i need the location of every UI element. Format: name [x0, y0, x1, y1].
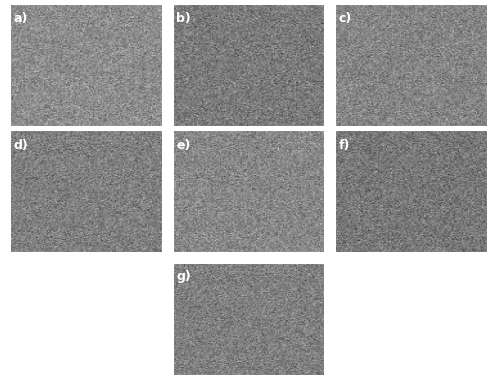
Text: f): f)	[339, 139, 350, 152]
Text: b): b)	[176, 12, 191, 25]
Text: e): e)	[176, 139, 190, 152]
Text: a): a)	[14, 12, 28, 25]
Text: g): g)	[176, 270, 191, 284]
Text: c): c)	[339, 12, 352, 25]
Text: d): d)	[14, 139, 28, 152]
